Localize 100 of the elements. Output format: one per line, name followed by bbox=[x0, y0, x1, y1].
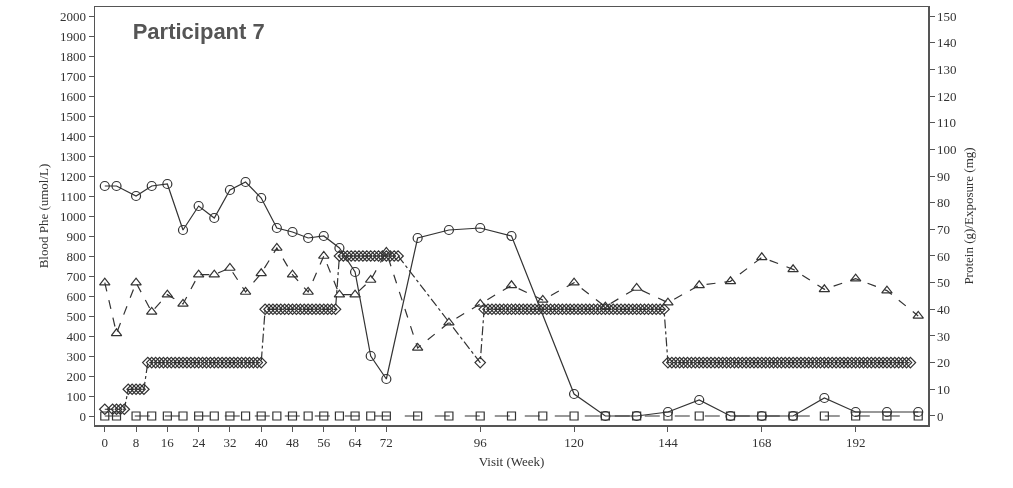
y2-tick-label: 0 bbox=[937, 408, 944, 424]
y-tick-label: 1400 bbox=[59, 128, 86, 144]
text: Participant 7 bbox=[132, 19, 265, 45]
point bbox=[881, 285, 893, 294]
y2-tick-label: 50 bbox=[937, 275, 951, 291]
point bbox=[819, 411, 829, 421]
point bbox=[271, 242, 283, 251]
point bbox=[162, 178, 173, 190]
x-tick-label: 120 bbox=[564, 435, 584, 451]
point bbox=[663, 411, 673, 421]
point bbox=[256, 411, 266, 421]
y-tick-label: 700 bbox=[66, 268, 86, 284]
point bbox=[130, 190, 142, 202]
point bbox=[913, 406, 924, 418]
y2-tick-label: 30 bbox=[937, 328, 951, 344]
point bbox=[662, 297, 674, 306]
y2-tick-label: 60 bbox=[937, 248, 951, 264]
point bbox=[177, 224, 189, 236]
point bbox=[256, 192, 267, 204]
point bbox=[240, 411, 251, 421]
point bbox=[209, 212, 220, 224]
y2-tick-label: 150 bbox=[937, 8, 957, 24]
y2-tick-label: 10 bbox=[937, 381, 951, 397]
point bbox=[381, 373, 392, 385]
y-tick-label: 1800 bbox=[59, 48, 86, 64]
y2-tick-label: 130 bbox=[937, 61, 957, 77]
point bbox=[443, 224, 455, 236]
x-tick-label: 192 bbox=[845, 435, 866, 451]
point bbox=[334, 242, 345, 254]
y2-tick-label: 40 bbox=[937, 301, 951, 317]
point bbox=[193, 200, 204, 212]
point bbox=[882, 411, 892, 421]
y-tick-label: 2000 bbox=[59, 8, 86, 24]
x-tick-label: 168 bbox=[752, 435, 772, 451]
point bbox=[569, 411, 579, 421]
point bbox=[365, 350, 376, 362]
point bbox=[319, 411, 329, 421]
point bbox=[131, 411, 141, 421]
x-tick-label: 32 bbox=[223, 435, 237, 451]
point bbox=[568, 277, 580, 286]
x-axis-title: Visit (Week) bbox=[478, 454, 545, 470]
y2-tick-label: 100 bbox=[937, 141, 957, 157]
x-tick-label: 0 bbox=[101, 435, 109, 451]
point bbox=[224, 184, 236, 196]
point bbox=[225, 411, 235, 421]
point bbox=[819, 392, 830, 404]
point bbox=[568, 388, 580, 400]
point bbox=[443, 317, 455, 326]
point bbox=[177, 298, 189, 307]
y2-axis-title: Protein (g)/Exposure (mg) bbox=[960, 147, 976, 285]
x-tick-label: 24 bbox=[192, 435, 206, 451]
point bbox=[287, 226, 298, 238]
point bbox=[413, 411, 423, 421]
point bbox=[111, 411, 122, 421]
point bbox=[506, 230, 517, 242]
y2-tick-label: 20 bbox=[937, 355, 951, 371]
point bbox=[240, 176, 251, 188]
y-tick-label: 1600 bbox=[59, 88, 86, 104]
y2-tick-label: 110 bbox=[937, 115, 957, 131]
point bbox=[334, 411, 345, 421]
y-tick-label: 200 bbox=[66, 368, 86, 384]
x-tick-label: 40 bbox=[254, 435, 268, 451]
point bbox=[787, 264, 799, 273]
point bbox=[913, 411, 923, 421]
y-tick-label: 1100 bbox=[60, 188, 86, 204]
point bbox=[111, 180, 122, 192]
point bbox=[349, 289, 361, 298]
point bbox=[506, 411, 517, 421]
point bbox=[881, 406, 893, 418]
y-tick-label: 1500 bbox=[59, 108, 86, 124]
y2-tick-label: 140 bbox=[937, 35, 957, 51]
point bbox=[381, 411, 391, 421]
x-tick-label: 64 bbox=[348, 435, 363, 451]
y-tick-label: 800 bbox=[66, 248, 86, 264]
y-tick-label: 600 bbox=[66, 288, 86, 304]
point bbox=[662, 406, 674, 418]
point bbox=[851, 411, 861, 421]
y-tick-label: 900 bbox=[66, 228, 86, 244]
x-tick-label: 144 bbox=[658, 435, 679, 451]
x-tick-label: 8 bbox=[132, 435, 140, 451]
point bbox=[538, 411, 548, 421]
point bbox=[412, 232, 423, 244]
y-tick-label: 400 bbox=[66, 328, 86, 344]
x-tick-label: 48 bbox=[286, 435, 299, 451]
point bbox=[694, 411, 704, 421]
point bbox=[162, 411, 172, 421]
point bbox=[147, 411, 157, 421]
point bbox=[475, 222, 486, 234]
y-tick-label: 1900 bbox=[59, 28, 86, 44]
y-tick-label: 1700 bbox=[59, 68, 86, 84]
point bbox=[272, 411, 282, 421]
x-tick-label: 72 bbox=[379, 435, 393, 451]
point bbox=[178, 411, 188, 421]
point bbox=[194, 411, 204, 421]
point bbox=[100, 411, 110, 421]
point bbox=[850, 406, 861, 418]
point bbox=[318, 230, 329, 242]
y-tick-label: 0 bbox=[79, 408, 86, 424]
point bbox=[146, 180, 157, 192]
x-tick-label: 56 bbox=[317, 435, 331, 451]
